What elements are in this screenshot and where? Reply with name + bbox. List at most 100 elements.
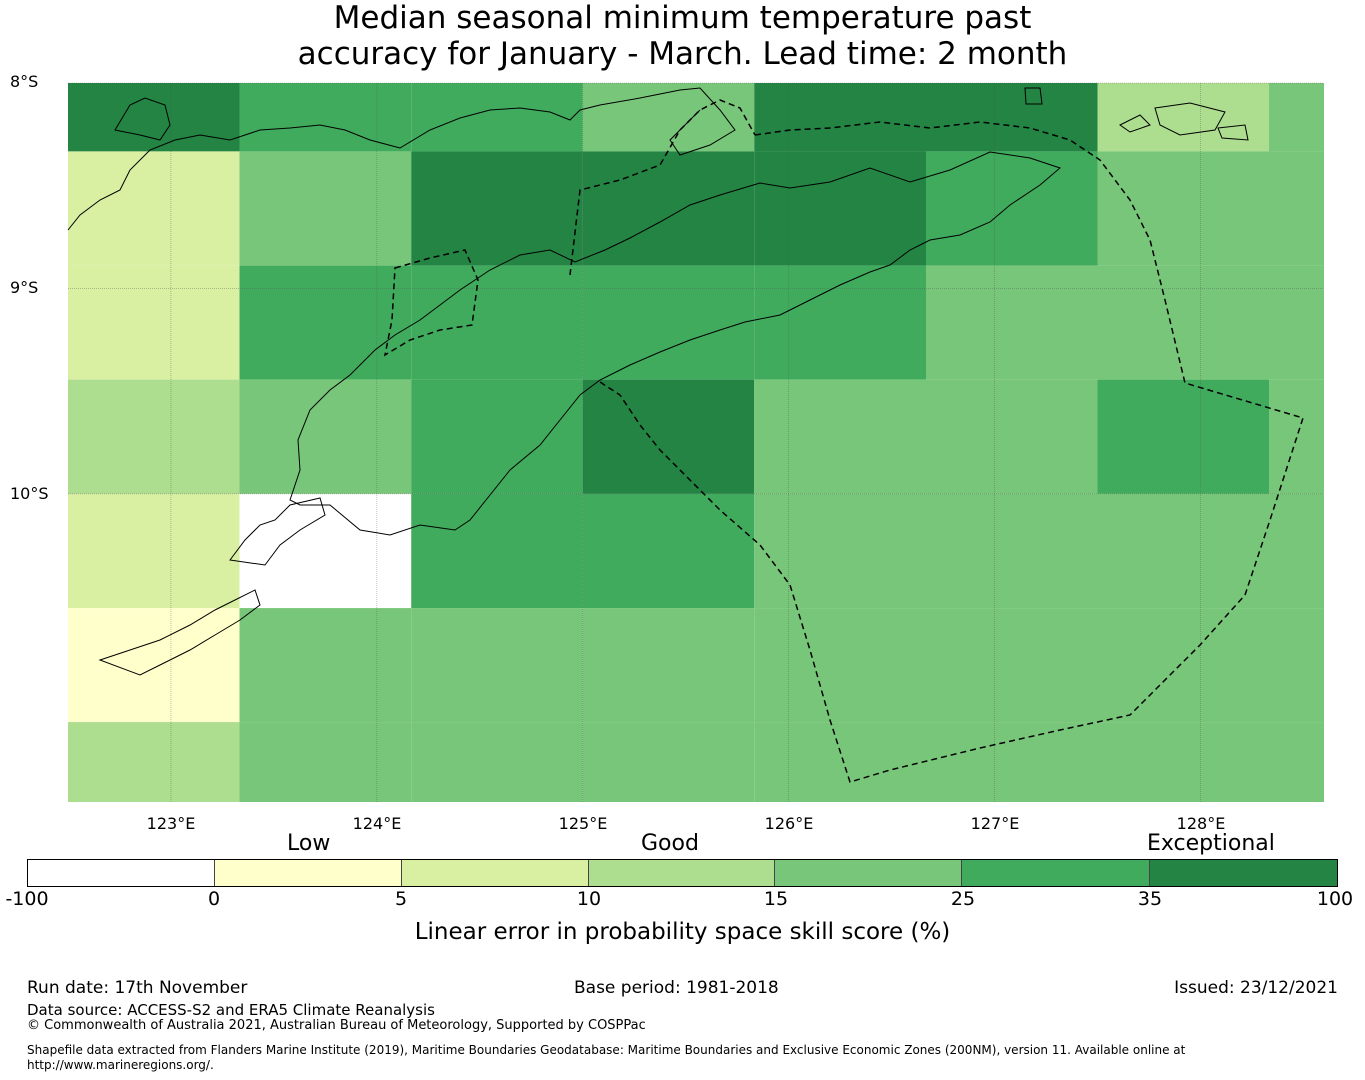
skill-cell	[754, 493, 926, 609]
skill-cell	[1097, 493, 1270, 609]
colorbar-segment-3	[401, 860, 589, 886]
eez-boundary-west	[569, 99, 756, 276]
colorbar-segment-2	[214, 860, 402, 886]
lon-label-128e: 128°E	[1176, 814, 1226, 833]
skill-cell	[411, 493, 583, 609]
skill-cell	[582, 265, 755, 380]
lat-label-10s: 10°S	[10, 484, 49, 503]
skill-cell	[68, 493, 240, 609]
skill-cell	[411, 608, 583, 723]
skill-cell	[582, 379, 755, 494]
skill-cell	[239, 379, 412, 494]
skill-cell	[239, 608, 412, 723]
skill-cell	[925, 151, 1098, 266]
chart-title-line-1: Median seasonal minimum temperature past	[333, 0, 1032, 36]
skill-cell	[1097, 265, 1270, 380]
coastline-island-ne3	[1217, 124, 1249, 141]
skill-cell	[68, 83, 240, 152]
skill-cell	[411, 722, 583, 802]
copyright: © Commonwealth of Australia 2021, Austra…	[27, 1018, 646, 1033]
skill-cell	[1097, 151, 1270, 266]
colorbar-segment-7	[1150, 860, 1338, 886]
skill-cell	[411, 265, 583, 380]
colorbar	[27, 859, 1338, 887]
quality-label-low: Low	[287, 831, 331, 856]
quality-label-good: Good	[641, 831, 699, 856]
skill-cell	[411, 379, 583, 494]
eez-boundary-main	[599, 121, 1304, 783]
colorbar-segment-6	[962, 860, 1151, 886]
shapefile-credit-line-2: http://www.marineregions.org/.	[27, 1058, 214, 1072]
colorbar-segment-4	[588, 860, 776, 886]
skill-cell	[1269, 151, 1324, 266]
colorbar-tick: 0	[207, 888, 221, 910]
coastline-timor	[289, 151, 1061, 536]
skill-cell	[411, 151, 583, 266]
skill-cell	[754, 379, 926, 494]
coastline-rote	[98, 589, 261, 676]
skill-cell	[925, 379, 1098, 494]
lon-label-124e: 124°E	[352, 814, 402, 833]
lon-label-126e: 126°E	[764, 814, 814, 833]
shapefile-credit-line-1: Shapefile data extracted from Flanders M…	[27, 1043, 1186, 1057]
skill-cell	[1269, 379, 1324, 494]
skill-cell	[582, 722, 755, 802]
eez-boundary	[383, 99, 1304, 783]
skill-cell	[925, 608, 1098, 723]
colorbar-label: Linear error in probability space skill …	[414, 919, 951, 945]
lon-label-125e: 125°E	[558, 814, 608, 833]
colorbar-segment-5	[775, 860, 963, 886]
skill-grid	[68, 83, 1324, 802]
colorbar-tick: 10	[576, 888, 602, 910]
skill-cell	[1097, 722, 1270, 802]
coastline-island-ne2	[1154, 102, 1226, 136]
colorbar-tick: 15	[763, 888, 789, 910]
skill-cell	[68, 265, 240, 380]
skill-cell	[1269, 493, 1324, 609]
lat-label-8s: 8°S	[10, 72, 39, 91]
skill-cell	[925, 265, 1098, 380]
eez-boundary-oecusse	[383, 249, 479, 357]
coastline-island-semau	[229, 497, 326, 566]
lon-label-127e: 127°E	[970, 814, 1020, 833]
skill-cell	[582, 608, 755, 723]
base-period: Base period: 1981-2018	[574, 978, 779, 998]
skill-cell	[68, 608, 240, 723]
map-panel	[67, 82, 1324, 802]
coastline-north-islands	[67, 104, 601, 231]
skill-cell	[754, 722, 926, 802]
skill-cell	[925, 83, 1098, 152]
colorbar-tick: 25	[950, 888, 976, 910]
colorbar-tick: 100	[1316, 888, 1354, 910]
graticule	[68, 82, 1324, 802]
quality-label-exceptional: Exceptional	[1147, 831, 1275, 856]
skill-cell	[68, 379, 240, 494]
run-date: Run date: 17th November	[27, 978, 248, 998]
lat-label-9s: 9°S	[10, 278, 39, 297]
skill-cell	[239, 265, 412, 380]
skill-cell	[1269, 722, 1324, 802]
coastline	[67, 87, 1249, 676]
skill-cell	[582, 493, 755, 609]
skill-cell	[239, 83, 412, 152]
skill-cell	[925, 722, 1098, 802]
skill-cell	[239, 151, 412, 266]
colorbar-tick: -100	[5, 888, 49, 910]
skill-cell	[754, 608, 926, 723]
colorbar-tick: 5	[394, 888, 408, 910]
skill-cell	[239, 493, 412, 609]
skill-cell	[754, 265, 926, 380]
colorbar-segment-1	[28, 860, 215, 886]
data-source: Data source: ACCESS-S2 and ERA5 Climate …	[27, 1001, 435, 1019]
skill-cell	[411, 83, 583, 152]
skill-cell	[1097, 608, 1270, 723]
coastline-wetar	[599, 87, 736, 156]
coastline-island-ne1	[1119, 114, 1151, 133]
skill-cell	[1269, 265, 1324, 380]
skill-cell	[1269, 83, 1324, 152]
skill-cell	[925, 493, 1098, 609]
skill-cell	[754, 83, 926, 152]
skill-cell	[582, 83, 755, 152]
skill-cell	[1097, 379, 1270, 494]
coastline-island-west	[114, 97, 171, 141]
